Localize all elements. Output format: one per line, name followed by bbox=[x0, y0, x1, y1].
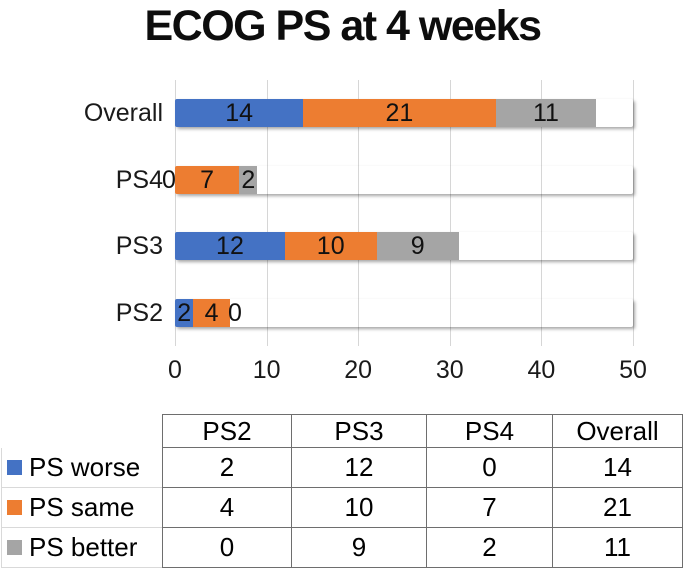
bar-segment-ps-better: 11 bbox=[495, 99, 597, 128]
bar-value-label: 7 bbox=[200, 165, 214, 194]
bar-segment-ps-better: 2 bbox=[239, 165, 258, 194]
gridline bbox=[541, 80, 543, 346]
bar-value-label: 0 bbox=[228, 298, 242, 327]
bar-value-label: 10 bbox=[316, 232, 345, 261]
table-value-cell: 11 bbox=[553, 528, 683, 568]
table-value-cell: 0 bbox=[162, 528, 292, 568]
table-legend-cell: PS worse bbox=[1, 448, 162, 488]
table-header-cell: Overall bbox=[553, 414, 683, 448]
table-legend-cell: PS same bbox=[1, 488, 162, 528]
table-value-cell: 0 bbox=[427, 448, 553, 488]
table-value-cell: 9 bbox=[292, 528, 427, 568]
table-corner-cell bbox=[1, 414, 162, 448]
table-value-cell: 12 bbox=[292, 448, 427, 488]
table-value-cell: 2 bbox=[162, 448, 292, 488]
bar-value-label: 0 bbox=[162, 165, 176, 194]
x-axis-tick-label: 10 bbox=[252, 356, 281, 384]
table-header-cell: PS2 bbox=[162, 414, 292, 448]
bar-value-label: 12 bbox=[216, 232, 244, 261]
gridline bbox=[358, 80, 360, 346]
table-header-cell: PS3 bbox=[292, 414, 427, 448]
bar-value-label: 2 bbox=[241, 165, 256, 194]
table-legend-cell: PS better bbox=[1, 528, 162, 568]
data-table: PS2 PS3 PS4 Overall PS worse 2 12 0 14 PS same 4 10… bbox=[1, 414, 683, 568]
table-value-cell: 14 bbox=[553, 448, 683, 488]
x-axis-tick-label: 30 bbox=[435, 356, 464, 384]
bar-segment-ps-better: 9 bbox=[376, 232, 459, 261]
bar-value-label: 4 bbox=[204, 298, 219, 327]
bar-row-ps3: 12 10 9 bbox=[175, 232, 633, 261]
x-axis-tick-label: 0 bbox=[168, 356, 182, 384]
bar-row-overall: 14 21 11 bbox=[175, 99, 633, 128]
x-axis-tick-label: 20 bbox=[344, 356, 373, 384]
x-axis-tick-label: 40 bbox=[527, 356, 556, 384]
legend-swatch-icon bbox=[7, 540, 22, 555]
stacked-bar: 14 21 11 bbox=[175, 99, 633, 128]
bar-value-label: 11 bbox=[532, 99, 559, 128]
gridline bbox=[266, 80, 268, 346]
table-value-cell: 21 bbox=[553, 488, 683, 528]
bar-value-label: 9 bbox=[410, 232, 425, 261]
legend-label: PS better bbox=[29, 532, 138, 562]
bar-value-label: 2 bbox=[177, 298, 192, 327]
legend-label: PS same bbox=[29, 492, 135, 522]
table-value-cell: 7 bbox=[427, 488, 553, 528]
legend-swatch-icon bbox=[7, 460, 22, 475]
legend-swatch-icon bbox=[7, 500, 22, 515]
category-label: PS3 bbox=[115, 232, 163, 261]
legend-label: PS worse bbox=[29, 452, 141, 482]
gridline bbox=[633, 80, 634, 346]
bar-segment-ps-same: 21 bbox=[303, 99, 496, 128]
bar-segment-ps-worse: 12 bbox=[175, 232, 285, 261]
table-value-cell: 4 bbox=[162, 488, 292, 528]
table-header-cell: PS4 bbox=[427, 414, 553, 448]
bar-value-label: 14 bbox=[225, 99, 254, 128]
x-axis-tick-label: 50 bbox=[619, 356, 647, 384]
table-value-cell: 10 bbox=[292, 488, 427, 528]
category-label: PS2 bbox=[115, 298, 163, 327]
category-label: PS4 bbox=[115, 165, 163, 194]
gridline bbox=[449, 80, 451, 346]
bar-segment-ps-same: 4 bbox=[193, 298, 230, 327]
gridline bbox=[175, 80, 176, 346]
plot-area: 0 10 20 30 40 50 Overall 14 21 11 PS4 0 7 2 PS3 12 10 9 PS… bbox=[83, 80, 647, 384]
bar-value-label: 21 bbox=[385, 99, 414, 128]
category-label: Overall bbox=[83, 99, 163, 128]
stacked-bar: 12 10 9 bbox=[175, 232, 633, 261]
bar-segment-ps-worse: 14 bbox=[175, 99, 304, 128]
bar-segment-ps-worse: 2 bbox=[175, 298, 194, 327]
bar-segment-ps-same: 7 bbox=[175, 165, 240, 194]
chart-title: ECOG PS at 4 weeks bbox=[144, 2, 542, 50]
table-value-cell: 2 bbox=[427, 528, 553, 568]
bar-segment-ps-same: 10 bbox=[284, 232, 377, 261]
